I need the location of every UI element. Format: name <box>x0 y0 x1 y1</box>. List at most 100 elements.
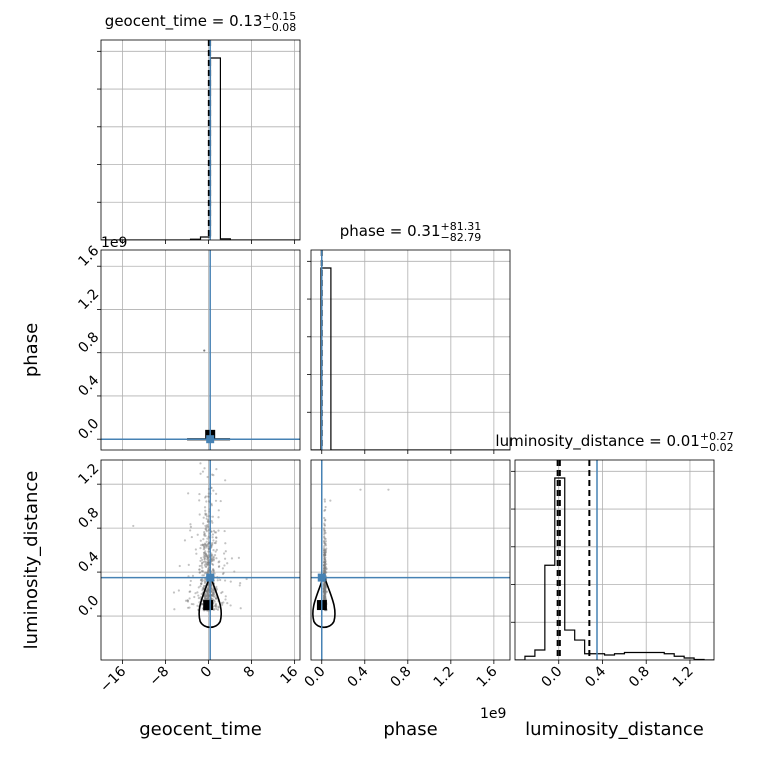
sample-point <box>324 566 327 569</box>
sample-point <box>217 565 220 569</box>
sample-point <box>323 553 326 557</box>
sample-point <box>203 585 206 588</box>
sample-point <box>324 553 327 557</box>
sample-point <box>201 543 204 546</box>
sample-point <box>205 589 208 593</box>
sample-point <box>323 509 326 512</box>
y-tick-label: 0.0 <box>75 416 102 443</box>
sample-point <box>211 593 215 596</box>
sample-point <box>323 584 326 587</box>
sample-point <box>207 594 210 597</box>
sample-point <box>184 599 188 602</box>
sample-point <box>210 545 213 548</box>
sample-point <box>324 593 327 597</box>
sample-point <box>194 592 197 595</box>
x-tick-label: 1.2 <box>670 664 697 691</box>
sample-point <box>205 530 208 533</box>
sample-point <box>203 560 206 563</box>
sample-point <box>212 539 215 542</box>
sample-point <box>323 571 326 574</box>
sample-point <box>206 563 210 566</box>
sample-point <box>207 525 210 528</box>
sample-point <box>324 571 327 574</box>
sample-point <box>204 524 207 527</box>
sample-point <box>323 594 326 597</box>
sample-point <box>200 602 204 606</box>
sample-point <box>211 563 215 566</box>
sample-point <box>183 539 187 542</box>
y-tick-label: 1.2 <box>75 286 102 313</box>
sample-point <box>323 583 326 586</box>
sample-point <box>187 492 190 495</box>
sample-point <box>188 590 191 593</box>
sample-point <box>323 553 326 556</box>
sample-point <box>198 568 201 571</box>
sample-point <box>205 543 208 546</box>
sample-point <box>203 557 206 560</box>
sample-point <box>324 595 327 599</box>
sample-point <box>324 571 327 575</box>
sample-point <box>323 595 327 599</box>
sample-point <box>323 529 327 532</box>
sample-point <box>215 588 218 591</box>
sample-point <box>325 562 328 566</box>
sample-point <box>206 544 209 548</box>
sample-point <box>195 552 198 555</box>
sample-point <box>324 540 327 543</box>
sample-point <box>201 558 204 561</box>
sample-point <box>322 597 326 601</box>
sample-point <box>323 582 326 585</box>
sample-point <box>211 536 214 539</box>
sample-point <box>203 533 206 536</box>
truth-marker <box>206 573 215 582</box>
sample-point <box>210 559 213 563</box>
sample-point <box>198 571 201 574</box>
sample-point <box>206 592 209 595</box>
sample-point <box>210 590 214 593</box>
sample-point <box>189 529 192 532</box>
sample-point <box>211 598 214 601</box>
sample-point <box>324 586 327 590</box>
sample-point <box>202 545 206 549</box>
sample-point <box>323 558 327 561</box>
sample-point <box>203 534 206 537</box>
sample-point <box>323 595 326 598</box>
sample-point <box>214 541 217 545</box>
axes-frame <box>310 249 511 451</box>
sample-point <box>223 557 227 560</box>
sample-point <box>206 542 209 546</box>
sample-point <box>198 571 202 574</box>
axes-frame <box>514 459 715 661</box>
sample-point <box>204 565 207 568</box>
sample-point <box>323 567 326 570</box>
sample-point <box>323 570 326 573</box>
sample-point <box>324 592 327 596</box>
sample-point <box>206 587 210 590</box>
sample-point <box>323 555 326 558</box>
sample-point <box>325 590 328 593</box>
sample-point <box>206 537 209 540</box>
sample-point <box>186 600 190 603</box>
sample-point <box>323 540 326 543</box>
sample-point <box>323 556 326 560</box>
sample-point <box>203 543 206 547</box>
sample-point <box>207 535 210 538</box>
sample-point <box>210 543 213 546</box>
sample-point <box>199 579 203 582</box>
sample-point <box>203 547 206 550</box>
sample-point <box>196 604 199 607</box>
x-tick-label: 0.0 <box>539 664 566 691</box>
sample-point <box>213 604 216 608</box>
sample-point <box>322 590 326 593</box>
sample-point <box>132 524 135 528</box>
sample-point <box>212 595 215 598</box>
sample-point <box>214 536 218 539</box>
sample-point <box>189 590 192 593</box>
sample-point <box>323 590 326 594</box>
x-axis-label-geocent_time: geocent_time <box>139 719 262 740</box>
sample-point <box>323 563 327 566</box>
sample-point <box>359 488 362 491</box>
sample-point <box>200 580 204 583</box>
sample-point <box>324 598 328 601</box>
sample-point <box>201 574 204 577</box>
